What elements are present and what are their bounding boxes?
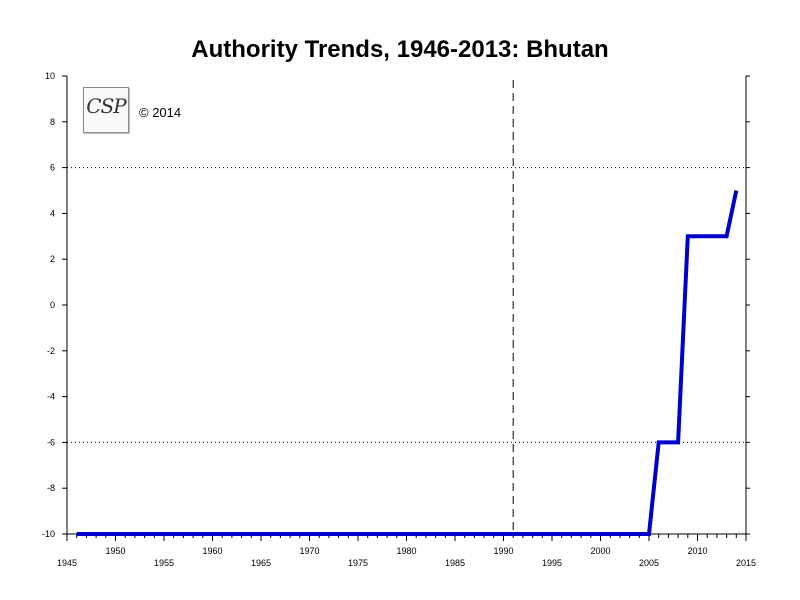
y-tick-label: 6 [50, 163, 55, 173]
x-tick-label-lower: 1985 [445, 558, 465, 568]
y-tick-label: 0 [50, 300, 55, 310]
y-tick-label: -4 [47, 392, 55, 402]
y-tick-label: -10 [42, 529, 55, 539]
x-tick-label-upper: 1970 [299, 546, 319, 556]
copyright-notice: © 2014 [139, 105, 182, 120]
x-tick-label-lower: 1995 [542, 558, 562, 568]
csp-logo-text: CSP [86, 94, 126, 118]
y-tick-label: -8 [47, 483, 55, 493]
x-tick-label-lower: 1945 [57, 558, 77, 568]
chart-title: Authority Trends, 1946-2013: Bhutan [191, 36, 609, 63]
y-tick-label: 2 [50, 254, 55, 264]
x-tick-label-upper: 1960 [202, 546, 222, 556]
y-tick-label: 10 [45, 71, 55, 81]
x-tick-label-lower: 1955 [154, 558, 174, 568]
x-tick-label-lower: 1975 [348, 558, 368, 568]
x-tick-label-upper: 2010 [687, 546, 707, 556]
x-tick-label-upper: 1950 [105, 546, 125, 556]
x-tick-label-upper: 1990 [493, 546, 513, 556]
x-tick-label-lower: 1965 [251, 558, 271, 568]
y-tick-label: 4 [50, 208, 55, 218]
csp-logo: CSP [83, 87, 129, 133]
x-tick-label-upper: 2000 [590, 546, 610, 556]
y-tick-label: -2 [47, 346, 55, 356]
x-tick-label-upper: 1980 [396, 546, 416, 556]
x-tick-label-lower: 2005 [639, 558, 659, 568]
series-line [76, 190, 739, 536]
y-tick-label: 8 [50, 117, 55, 127]
x-tick-label-lower: 2015 [736, 558, 756, 568]
y-tick-label: -6 [47, 437, 55, 447]
